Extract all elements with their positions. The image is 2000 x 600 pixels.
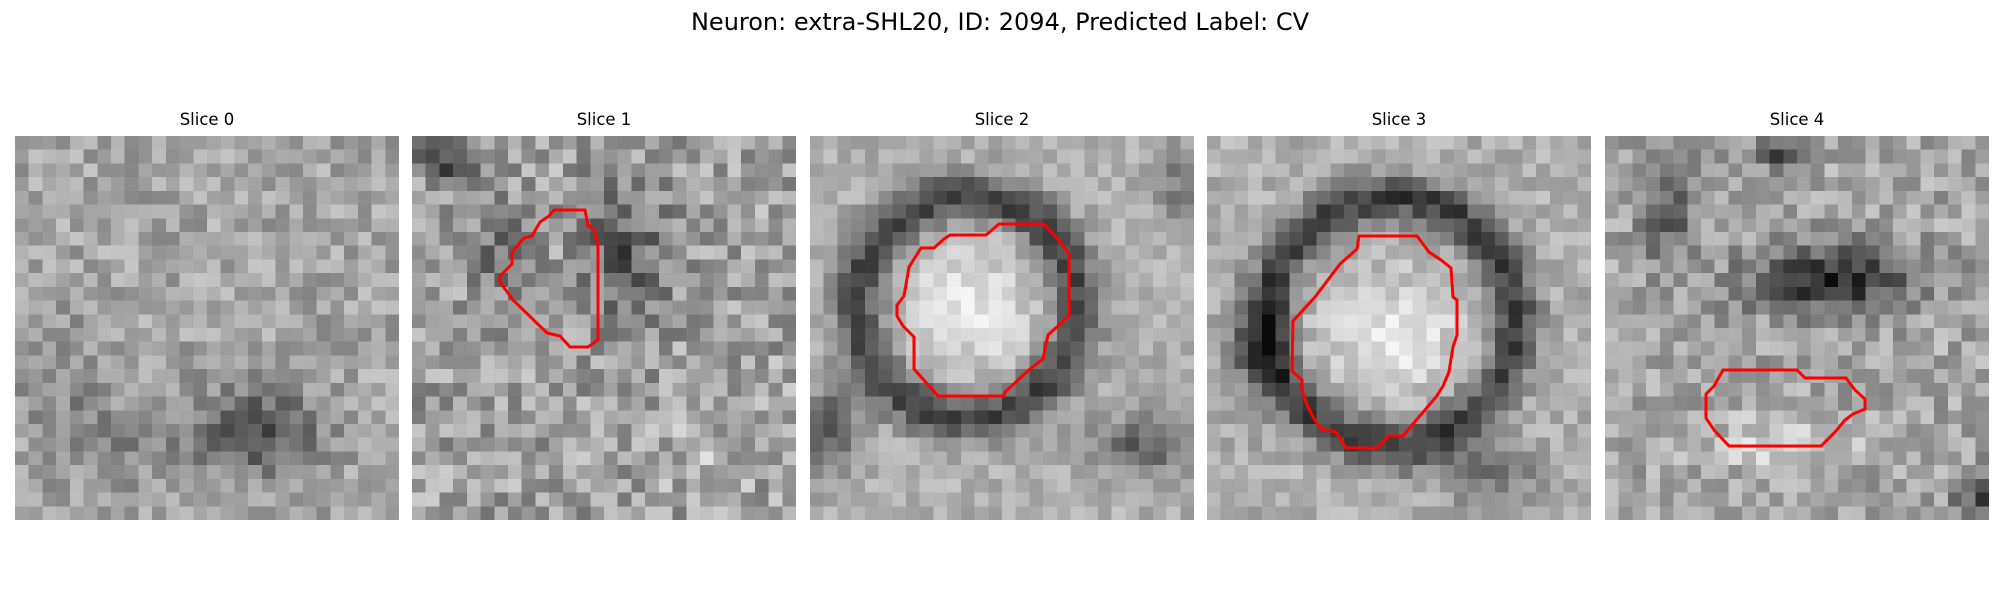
slice-title-0: Slice 0 xyxy=(179,110,235,129)
slice-image-0 xyxy=(15,136,399,520)
slice-title-4: Slice 4 xyxy=(1769,110,1825,129)
slice-panel-1: Slice 1 xyxy=(412,108,796,520)
slice-panel-0: Slice 0 xyxy=(15,108,399,520)
slice-title-1: Slice 1 xyxy=(576,110,632,129)
slice-title-2: Slice 2 xyxy=(974,110,1030,129)
contour-outline-4 xyxy=(1704,368,1867,448)
contour-outline-1 xyxy=(498,208,600,349)
segmentation-contour-2 xyxy=(895,222,1071,398)
contour-outline-2 xyxy=(895,222,1071,398)
slice-panel-3: Slice 3 xyxy=(1207,108,1591,520)
figure-title: Neuron: extra-SHL20, ID: 2094, Predicted… xyxy=(690,8,1310,36)
slice-image-2 xyxy=(810,136,1194,520)
slice-image-1 xyxy=(412,136,796,520)
slice-panel-4: Slice 4 xyxy=(1605,108,1989,520)
slice-image-3 xyxy=(1207,136,1591,520)
segmentation-contour-4 xyxy=(1704,368,1867,448)
slice-panel-2: Slice 2 xyxy=(810,108,1194,520)
segmentation-contour-1 xyxy=(498,208,600,349)
segmentation-contour-3 xyxy=(1290,234,1459,450)
contour-outline-3 xyxy=(1290,234,1459,450)
slice-title-3: Slice 3 xyxy=(1371,110,1427,129)
slice-image-4 xyxy=(1605,136,1989,520)
